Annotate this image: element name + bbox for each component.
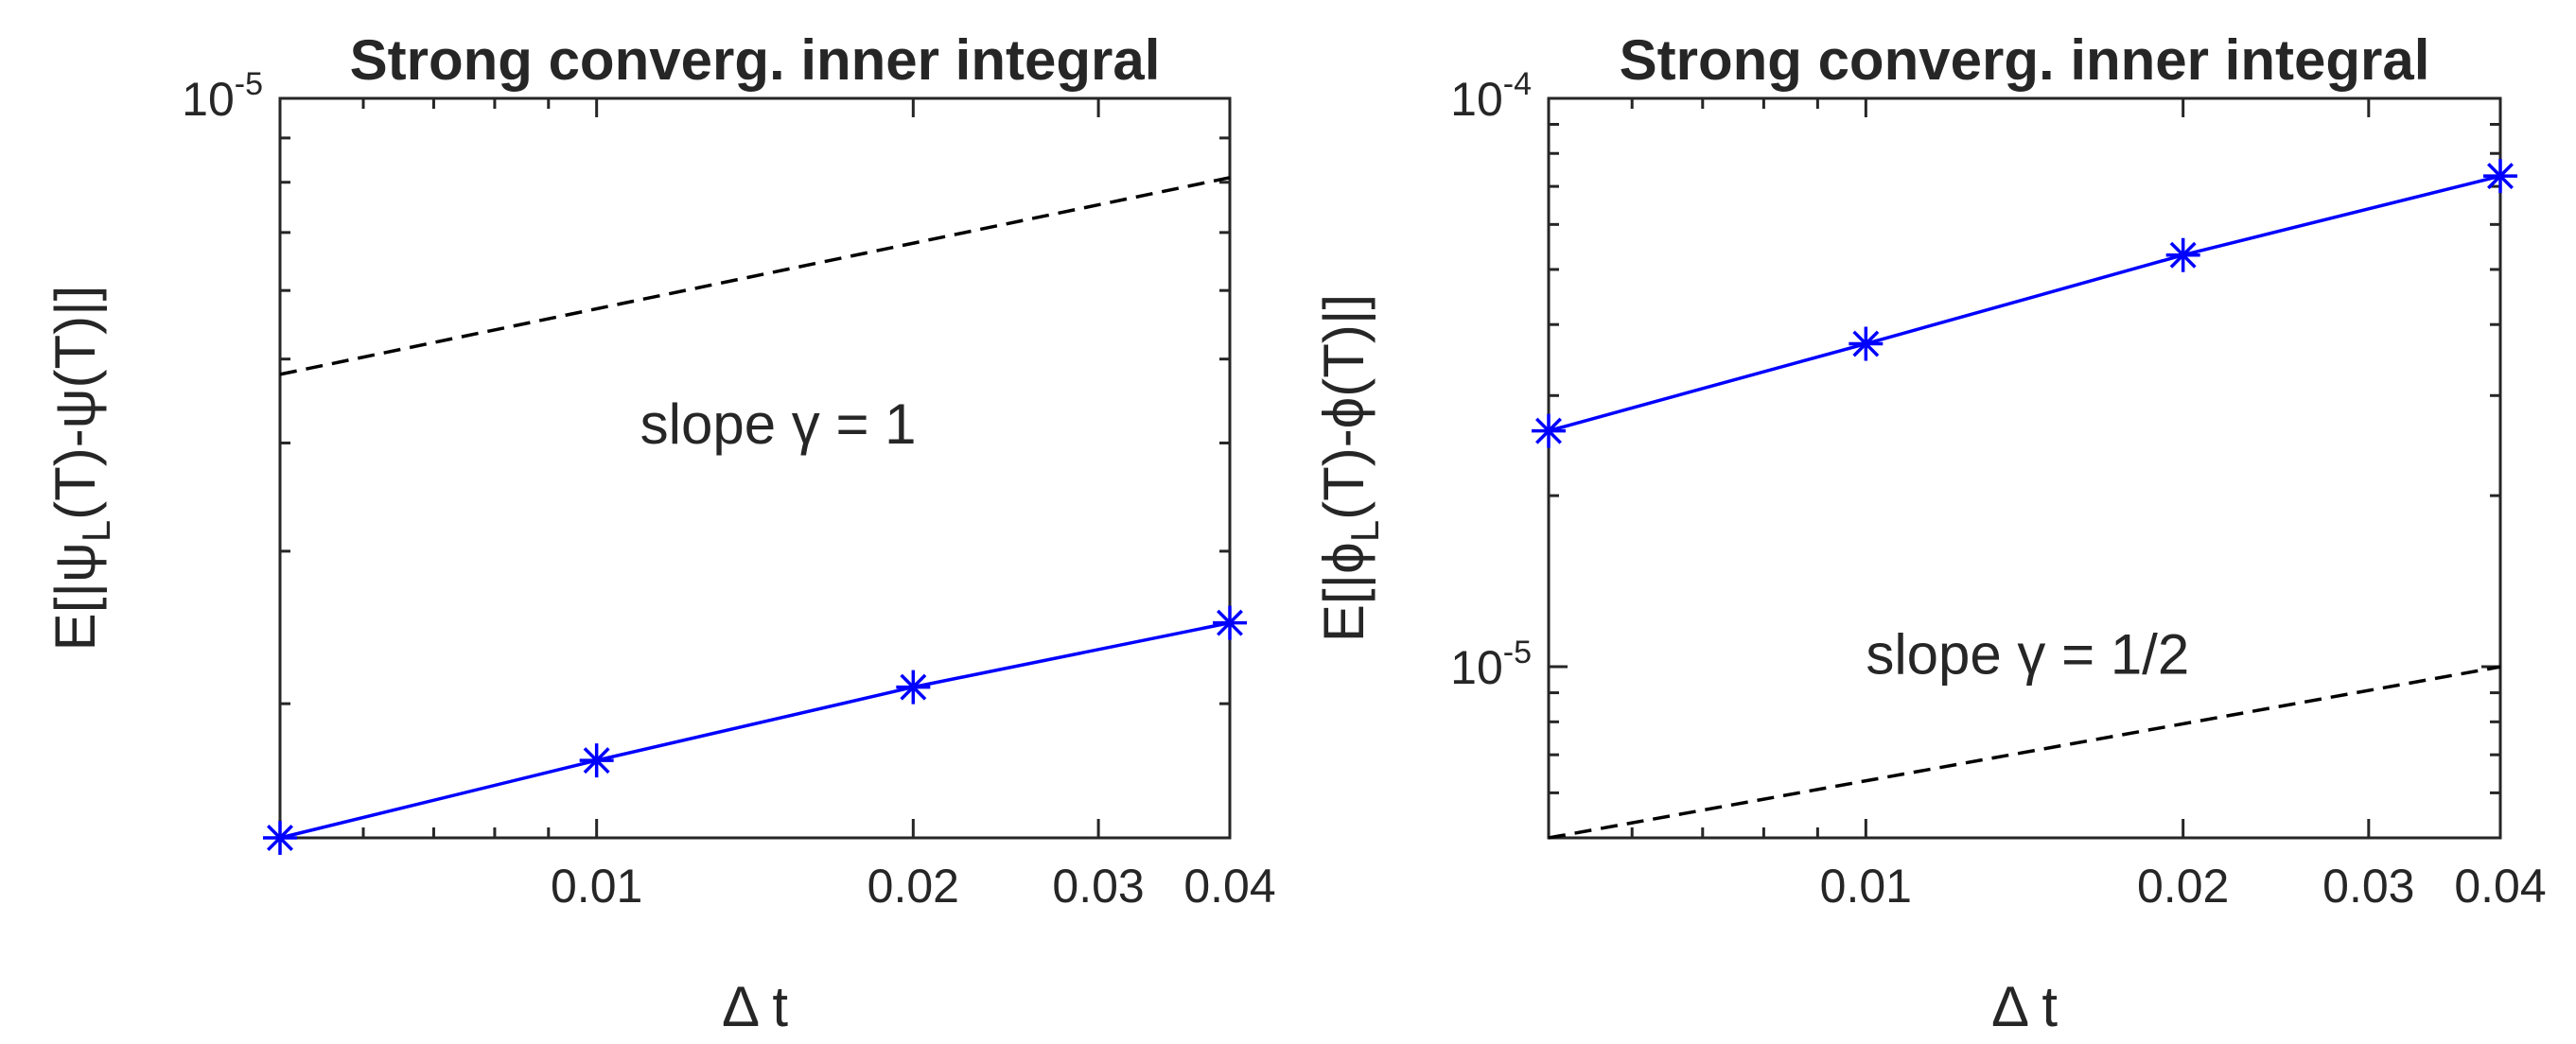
data-point-marker bbox=[263, 821, 297, 855]
x-tick-label: 0.02 bbox=[2137, 860, 2229, 913]
y-tick-label: 10-5 bbox=[1450, 635, 1532, 694]
y-axis-label-subscript: L bbox=[74, 520, 118, 542]
y-tick-base: 10 bbox=[1450, 641, 1503, 694]
data-point-marker bbox=[1849, 326, 1884, 361]
plot-area bbox=[278, 96, 1232, 840]
y-tick-label: 10-5 bbox=[182, 66, 263, 126]
slope-annotation: slope γ = 1 bbox=[640, 392, 917, 456]
y-tick-exponent: -5 bbox=[1503, 635, 1532, 670]
y-tick-base: 10 bbox=[182, 73, 235, 126]
x-tick-label: 0.04 bbox=[2454, 860, 2546, 913]
x-tick-label: 0.01 bbox=[551, 860, 642, 913]
data-point-marker bbox=[1532, 413, 1566, 448]
y-axis-label: E[|ϕL(T)-ϕ(T)|] bbox=[1312, 294, 1387, 642]
data-point-marker bbox=[579, 743, 614, 778]
data-point-marker bbox=[2165, 237, 2200, 272]
x-tick-label: 0.03 bbox=[2322, 860, 2414, 913]
data-point-marker bbox=[1213, 605, 1247, 640]
x-axis-label: Δ t bbox=[722, 975, 788, 1038]
y-axis-label-suffix: (T)-ψ(T)|] bbox=[44, 286, 107, 520]
x-axis-label: Δ t bbox=[1991, 975, 2058, 1038]
y-tick-exponent: -5 bbox=[235, 66, 263, 102]
reference-slope-line bbox=[279, 176, 1231, 376]
chart-title: Strong converg. inner integral bbox=[1620, 28, 2430, 92]
y-axis-label-suffix: (T)-ϕ(T)|] bbox=[1312, 294, 1376, 520]
y-axis-label-prefix: E[|ψ bbox=[44, 542, 107, 651]
y-tick-exponent: -4 bbox=[1503, 66, 1532, 102]
error-series-line bbox=[279, 620, 1231, 840]
data-point-marker bbox=[896, 670, 931, 705]
chart-title: Strong converg. inner integral bbox=[350, 28, 1161, 92]
x-tick-label: 0.03 bbox=[1052, 860, 1144, 913]
x-tick-label: 0.01 bbox=[1820, 860, 1912, 913]
chart-panel-1: 0.01 0.02 0.03 0.04 10-5 Strong converg. inne… bbox=[44, 28, 1276, 1038]
x-tick-label: 0.04 bbox=[1183, 860, 1275, 913]
y-tick-label: 10-4 bbox=[1450, 66, 1532, 126]
y-axis-label-subscript: L bbox=[1342, 520, 1387, 542]
y-axis-label: E[|ψL(T)-ψ(T)|] bbox=[44, 286, 118, 652]
y-axis-label-prefix: E[|ϕ bbox=[1312, 542, 1376, 642]
data-point-marker bbox=[2483, 159, 2517, 194]
error-series-line bbox=[1548, 174, 2501, 433]
plot-area bbox=[1547, 96, 2502, 840]
x-tick-label: 0.02 bbox=[867, 860, 959, 913]
tick-marks bbox=[1549, 98, 2500, 838]
y-tick-base: 10 bbox=[1450, 73, 1503, 126]
tick-marks bbox=[280, 98, 1230, 838]
reference-slope-line bbox=[1548, 665, 2501, 840]
slope-annotation: slope γ = 1/2 bbox=[1866, 622, 2189, 686]
